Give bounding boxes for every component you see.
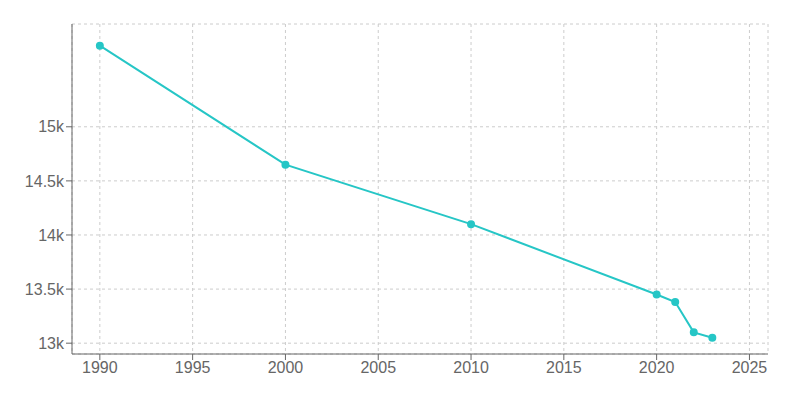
svg-text:15k: 15k — [38, 118, 65, 135]
svg-text:14k: 14k — [38, 227, 65, 244]
svg-text:2000: 2000 — [268, 359, 304, 376]
svg-text:2025: 2025 — [732, 359, 768, 376]
svg-text:14.5k: 14.5k — [25, 173, 65, 190]
svg-text:2005: 2005 — [360, 359, 396, 376]
svg-text:1995: 1995 — [175, 359, 211, 376]
svg-text:13k: 13k — [38, 335, 65, 352]
svg-text:2010: 2010 — [453, 359, 489, 376]
svg-text:2020: 2020 — [639, 359, 675, 376]
svg-text:1990: 1990 — [82, 359, 118, 376]
svg-text:13.5k: 13.5k — [25, 281, 65, 298]
svg-text:2015: 2015 — [546, 359, 582, 376]
